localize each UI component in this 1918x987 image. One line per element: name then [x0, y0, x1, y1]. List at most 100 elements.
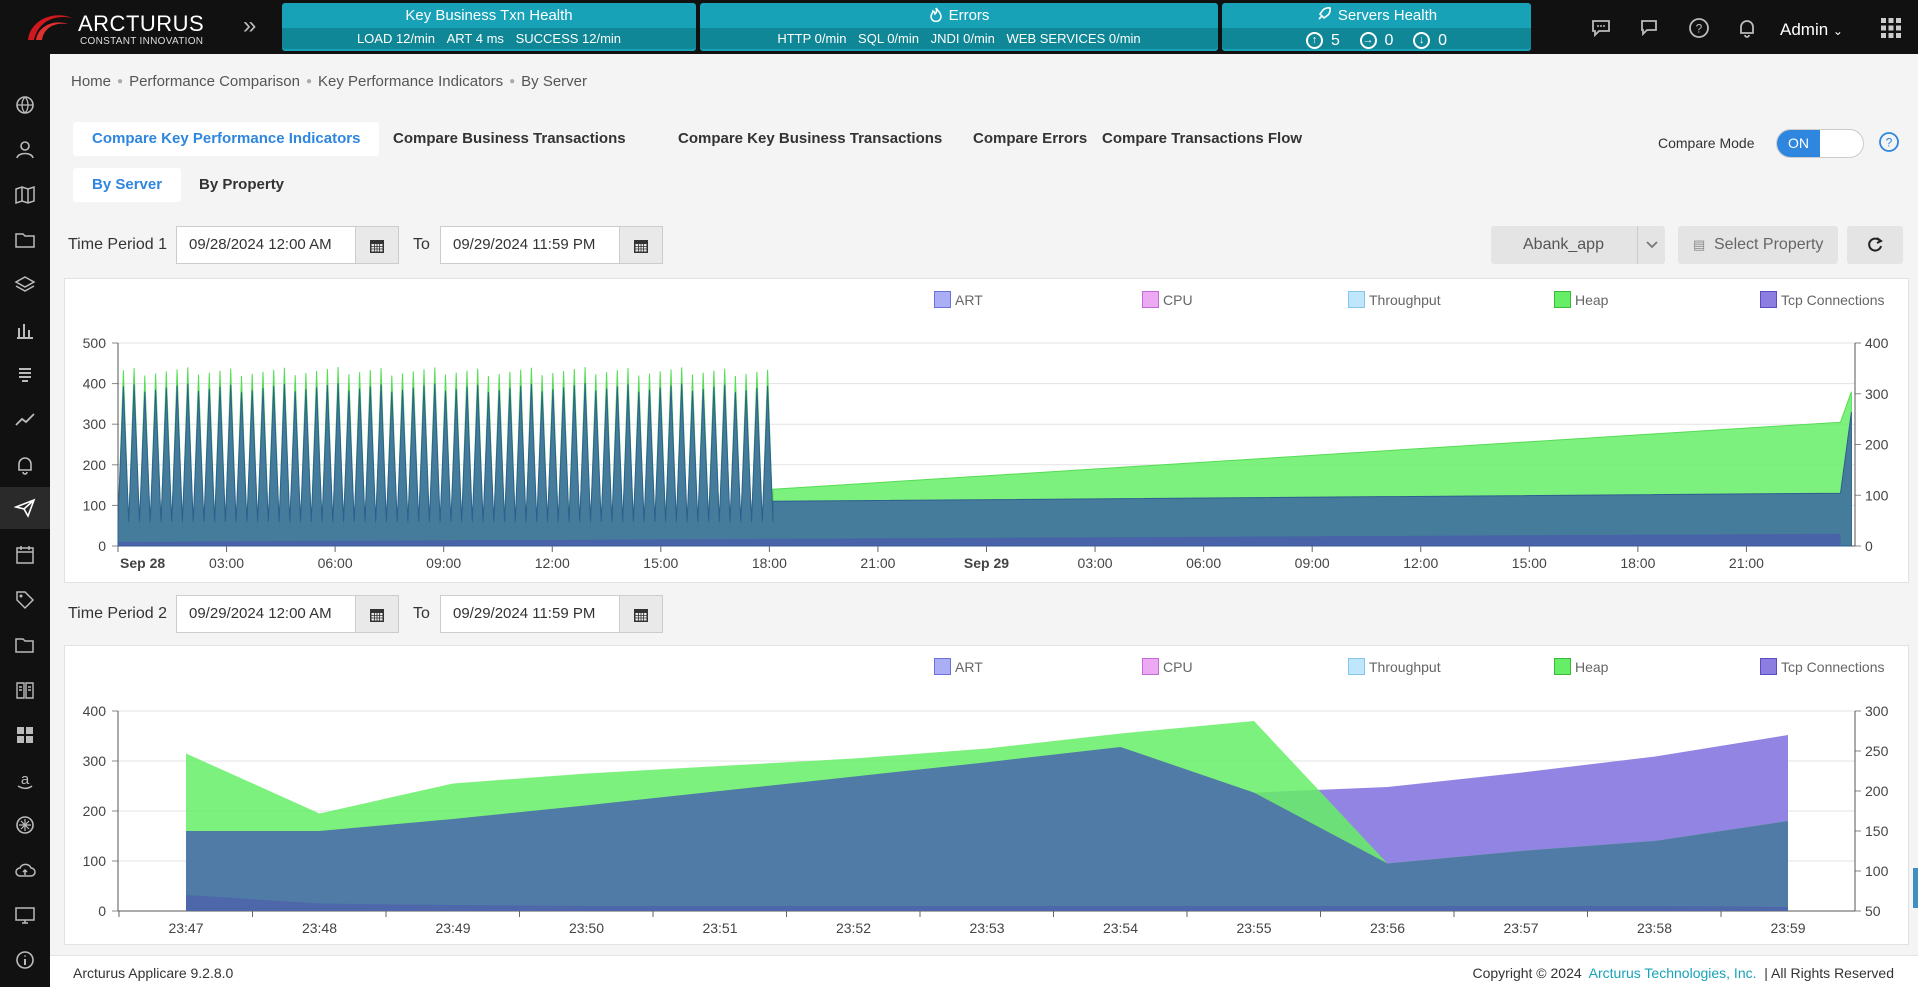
map-icon[interactable] [14, 184, 36, 206]
y-left-tick-label: 200 [83, 803, 107, 819]
legend-item-heap[interactable]: Heap [1554, 291, 1608, 308]
x-tick-label: 21:00 [1729, 555, 1764, 571]
tag-icon[interactable] [14, 589, 36, 611]
breadcrumb-separator: ● [305, 76, 313, 87]
x-tick-label: 23:56 [1370, 920, 1405, 936]
breadcrumb-performance-comparison[interactable]: Performance Comparison [129, 73, 300, 90]
legend-item-throughput[interactable]: Throughput [1348, 658, 1441, 675]
legend-label: CPU [1163, 292, 1193, 308]
cloud-upload-icon[interactable] [14, 859, 36, 881]
calendar-icon[interactable] [14, 544, 36, 566]
legend-item-tcp-connections[interactable]: Tcp Connections [1760, 291, 1885, 308]
legend-label: Throughput [1369, 659, 1441, 675]
sidebar-item-active[interactable] [0, 487, 50, 529]
ws-errors: WEB SERVICES 0/min [1006, 31, 1141, 46]
breadcrumb-home[interactable]: Home [71, 73, 112, 90]
legend-item-heap[interactable]: Heap [1554, 658, 1608, 675]
globe-icon[interactable] [14, 94, 36, 116]
legend-item-art[interactable]: ART [934, 658, 983, 675]
servers-up[interactable]: ↑ 5 [1302, 30, 1344, 51]
series-overlap-area [186, 747, 1788, 911]
list-icon[interactable] [14, 364, 36, 386]
x-tick-label: 23:59 [1770, 920, 1805, 936]
tab-compare-errors[interactable]: Compare Errors [973, 130, 1088, 147]
period2-to-calendar-button[interactable] [619, 595, 663, 633]
y-left-tick-label: 0 [98, 538, 106, 554]
breadcrumb-kpi[interactable]: Key Performance Indicators [318, 73, 504, 90]
card-values: HTTP 0/min SQL 0/min JNDI 0/min WEB SERV… [700, 28, 1218, 49]
legend-item-tcp-connections[interactable]: Tcp Connections [1760, 658, 1885, 675]
legend-swatch [1554, 291, 1571, 308]
period1-to-input[interactable]: 09/29/2024 11:59 PM [440, 226, 620, 264]
period1-to-calendar-button[interactable] [619, 226, 663, 264]
key-txn-health-card[interactable]: Key Business Txn Health LOAD 12/min ART … [282, 3, 696, 51]
legend-label: ART [955, 292, 983, 308]
company-link[interactable]: Arcturus Technologies, Inc. [1588, 965, 1757, 981]
layers-icon[interactable] [14, 274, 36, 296]
legend-swatch [934, 658, 951, 675]
dashboard-grid-icon[interactable] [14, 724, 36, 746]
legend-label: Tcp Connections [1781, 292, 1885, 308]
legend-item-cpu[interactable]: CPU [1142, 291, 1193, 308]
server-select[interactable]: Abank_app [1491, 226, 1665, 264]
legend-swatch [934, 291, 951, 308]
kubernetes-icon[interactable] [14, 814, 36, 836]
user-menu[interactable]: Admin ⌄ [1780, 20, 1843, 40]
period2-to-input[interactable]: 09/29/2024 11:59 PM [440, 595, 620, 633]
errors-card[interactable]: Errors HTTP 0/min SQL 0/min JNDI 0/min W… [700, 3, 1218, 51]
y-left-tick-label: 300 [83, 753, 107, 769]
tab-compare-key-business-transactions[interactable]: Compare Key Business Transactions [678, 130, 943, 147]
series-tcp-connections-area [117, 383, 1852, 547]
folder-icon[interactable] [14, 229, 36, 251]
x-tick-label: 23:48 [302, 920, 337, 936]
legend-item-art[interactable]: ART [934, 291, 983, 308]
compare-mode-toggle[interactable]: ON [1776, 129, 1864, 158]
x-tick-label: Sep 28 [120, 555, 165, 571]
time-period-label: Time Period 2 [68, 605, 167, 622]
info-icon[interactable] [14, 949, 36, 971]
period1-from-input[interactable]: 09/28/2024 12:00 AM [176, 226, 356, 264]
legend-swatch [1760, 658, 1777, 675]
x-tick-label: 18:00 [752, 555, 787, 571]
y-right-tick-label: 200 [1865, 437, 1889, 453]
brand-logo[interactable]: ARCTURUS CONSTANT INNOVATION [24, 8, 214, 48]
chat-icon[interactable] [1590, 17, 1612, 39]
tab-compare-business-transactions[interactable]: Compare Business Transactions [393, 130, 626, 147]
side-scroll-tab[interactable] [1913, 868, 1918, 908]
select-property-button[interactable]: ▤ Select Property [1678, 226, 1838, 264]
x-tick-label: 09:00 [1295, 555, 1330, 571]
help-icon[interactable]: ? [1878, 131, 1900, 153]
amazon-icon[interactable]: a [14, 769, 36, 791]
servers-neutral[interactable]: → 0 [1356, 30, 1398, 51]
bar-chart-icon[interactable] [14, 319, 36, 341]
refresh-button[interactable] [1847, 226, 1903, 264]
help-circle-icon[interactable]: ? [1688, 17, 1710, 39]
line-chart-icon[interactable] [14, 409, 36, 431]
bell-icon[interactable] [1736, 17, 1758, 39]
messages-icon[interactable] [1639, 17, 1661, 39]
left-sidebar: a [0, 54, 50, 987]
select-property-label: Select Property [1714, 236, 1824, 253]
book-icon[interactable] [14, 679, 36, 701]
expand-chevrons-icon[interactable]: » [243, 12, 257, 39]
tab-compare-kpi[interactable]: Compare Key Performance Indicators [73, 122, 380, 156]
kpi-chart-period-1: 0 100 200 300 400 500 0 100 200 300 400 Sep 28 03:00… [83, 335, 1889, 571]
servers-health-card[interactable]: Servers Health ↑ 5 → 0 ↓ 0 [1222, 3, 1531, 51]
x-tick-label: 12:00 [1403, 555, 1438, 571]
apps-grid-icon[interactable] [1880, 17, 1902, 39]
legend-item-throughput[interactable]: Throughput [1348, 291, 1441, 308]
legend-label: Heap [1575, 292, 1609, 308]
period2-from-input[interactable]: 09/29/2024 12:00 AM [176, 595, 356, 633]
folder-open-icon[interactable] [14, 634, 36, 656]
legend-item-cpu[interactable]: CPU [1142, 658, 1193, 675]
user-icon[interactable] [14, 139, 36, 161]
period1-from-calendar-button[interactable] [355, 226, 399, 264]
tab-by-server[interactable]: By Server [73, 168, 182, 202]
monitor-icon[interactable] [14, 904, 36, 926]
servers-down[interactable]: ↓ 0 [1409, 30, 1451, 51]
x-tick-label: 23:49 [435, 920, 470, 936]
alarm-bell-icon[interactable] [14, 454, 36, 476]
tab-by-property[interactable]: By Property [199, 176, 285, 193]
period2-from-calendar-button[interactable] [355, 595, 399, 633]
tab-compare-transactions-flow[interactable]: Compare Transactions Flow [1102, 130, 1303, 147]
